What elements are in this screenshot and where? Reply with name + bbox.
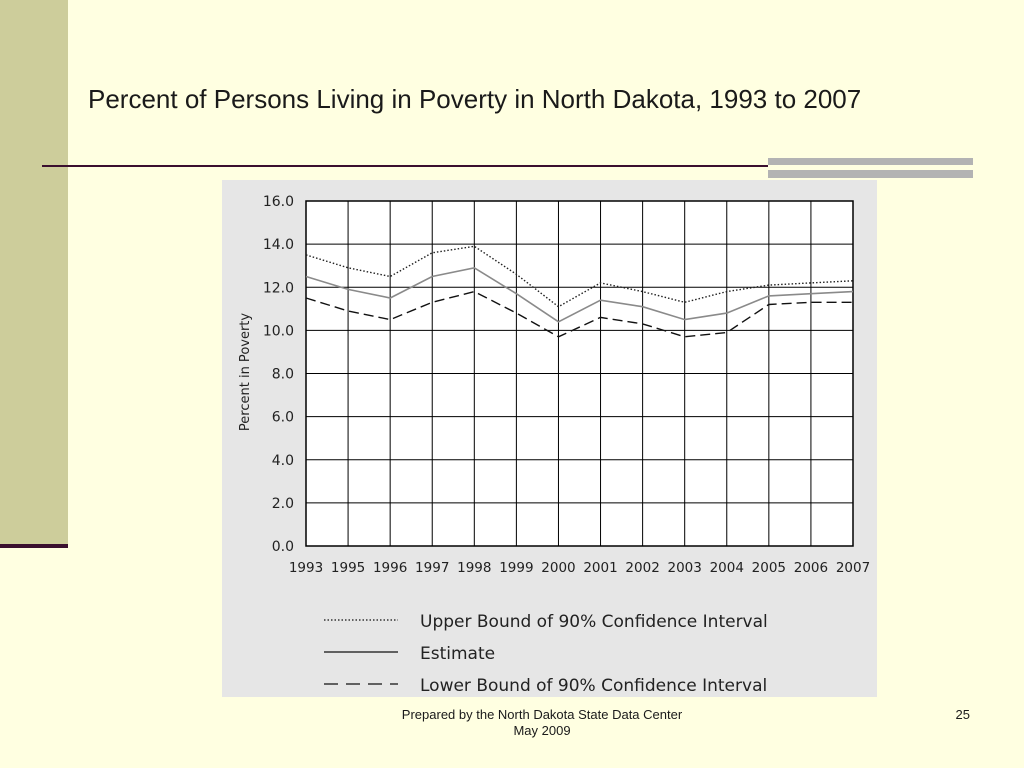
- y-tick-label: 14.0: [263, 237, 294, 253]
- y-axis-label: Percent in Poverty: [238, 313, 253, 431]
- chart-panel: 0.0 2.0 4.0 6.0 8.0 10.0 12.0 14.0 16.0 1993 1995…: [222, 180, 877, 697]
- y-tick-label: 2.0: [272, 496, 294, 512]
- x-tick-label: 1993: [289, 560, 323, 576]
- x-tick-label: 2002: [625, 560, 659, 576]
- y-tick-label: 16.0: [263, 194, 294, 210]
- x-tick-label: 2001: [583, 560, 617, 576]
- y-tick-label: 0.0: [272, 539, 294, 555]
- x-tick-label: 2004: [710, 560, 744, 576]
- page-number: 25: [955, 707, 970, 722]
- footer-line-2: May 2009: [513, 723, 571, 738]
- poverty-line-chart: 0.0 2.0 4.0 6.0 8.0 10.0 12.0 14.0 16.0 1993 1995…: [238, 194, 870, 696]
- x-tick-label: 1997: [415, 560, 449, 576]
- series-layer: [305, 245, 854, 338]
- x-tick-label: 2005: [752, 560, 786, 576]
- x-tick-label: 2003: [668, 560, 702, 576]
- series-line-dashed: [305, 290, 853, 338]
- slide-title: Percent of Persons Living in Poverty in …: [88, 84, 862, 114]
- x-tick-label: 1999: [499, 560, 533, 576]
- legend-label: Lower Bound of 90% Confidence Interval: [420, 676, 767, 696]
- x-tick-label: 1998: [457, 560, 491, 576]
- y-tick-label: 12.0: [263, 280, 294, 296]
- left-accent-bar: [0, 0, 68, 546]
- footer-credit: Prepared by the North Dakota State Data …: [380, 707, 704, 739]
- y-tick-label: 4.0: [272, 453, 294, 469]
- legend-label: Estimate: [420, 644, 495, 664]
- title-divider: [42, 165, 930, 167]
- corner-accent-bar: [768, 158, 973, 178]
- footer-line-1: Prepared by the North Dakota State Data …: [401, 707, 683, 722]
- x-tick-label: 1995: [331, 560, 365, 576]
- series-line-solid: [305, 266, 854, 323]
- y-tick-labels: 0.0 2.0 4.0 6.0 8.0 10.0 12.0 14.0 16.0: [263, 194, 294, 555]
- left-accent-rule: [0, 544, 68, 548]
- x-tick-label: 2006: [794, 560, 828, 576]
- legend: Upper Bound of 90% Confidence Interval Es…: [324, 612, 768, 696]
- series-line-dotted: [305, 245, 854, 308]
- y-tick-label: 10.0: [263, 323, 294, 339]
- grid-layer: [305, 200, 854, 547]
- y-tick-label: 6.0: [272, 410, 294, 426]
- legend-label: Upper Bound of 90% Confidence Interval: [420, 612, 768, 632]
- y-tick-label: 8.0: [272, 367, 294, 383]
- x-tick-label: 2000: [541, 560, 575, 576]
- x-tick-label: 1996: [373, 560, 407, 576]
- x-tick-label: 2007: [836, 560, 870, 576]
- x-tick-labels: 1993 1995 1996 1997 1998 1999 2000 2001 2002 2003…: [289, 560, 870, 576]
